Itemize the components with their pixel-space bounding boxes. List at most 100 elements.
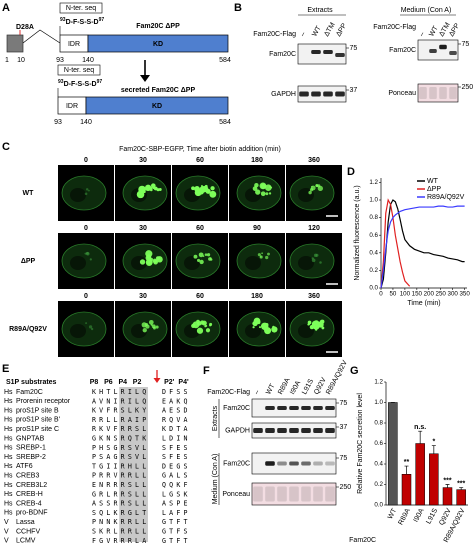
sequence-c: LAFP	[162, 509, 191, 517]
lane-label: ΔTM	[323, 21, 337, 37]
species: Hs	[4, 482, 13, 489]
kd-label: KD	[152, 103, 162, 110]
time-label: 60	[196, 225, 204, 232]
y-tick-label: 1.0	[369, 197, 378, 204]
sequence-n: SKRLRRLL	[92, 528, 149, 536]
marker-label: 75	[340, 455, 348, 462]
golgi-signal	[150, 323, 153, 326]
position-label: 1	[5, 57, 9, 64]
x-tick-label: 100	[400, 291, 411, 298]
golgi-signal	[309, 325, 314, 330]
lane-label: –	[418, 31, 426, 38]
band	[289, 406, 299, 410]
column-label: P4	[118, 379, 127, 386]
x-tick-label: 200	[424, 291, 435, 298]
species: Hs	[4, 435, 13, 442]
y-tick-label: 0.4	[369, 249, 378, 256]
sequence-n: PSAGRSVL	[92, 453, 149, 461]
golgi-signal	[205, 324, 208, 327]
panel-letter: F	[203, 365, 210, 377]
sequence-c: DFSS	[162, 388, 191, 396]
nucleus	[245, 256, 261, 270]
golgi-signal	[156, 256, 163, 263]
panel-letter: G	[350, 365, 359, 377]
y-tick-label: 0.6	[369, 232, 378, 239]
time-label: 60	[196, 157, 204, 164]
sequence-n: PRRVRRLL	[92, 472, 149, 480]
sequence-n: PNNKRRLL	[92, 518, 149, 526]
golgi-signal	[204, 184, 208, 188]
sequence-c: DEGS	[162, 462, 191, 470]
golgi-signal	[311, 185, 313, 188]
golgi-signal	[196, 258, 201, 262]
error-bar	[459, 487, 464, 490]
golgi-signal	[139, 192, 143, 196]
band	[335, 53, 345, 57]
blot-label: Fam20C	[223, 460, 250, 467]
panel-letter: C	[2, 141, 10, 153]
protein-name: secreted Fam20C ΔPP	[121, 87, 196, 94]
golgi-signal	[205, 328, 211, 333]
y-axis-label: Normalized fluorescence (a.u.)	[354, 185, 361, 280]
golgi-signal	[155, 325, 159, 329]
blot	[417, 83, 459, 103]
golgi-signal	[141, 322, 147, 328]
time-label: 30	[139, 225, 147, 232]
band	[277, 406, 287, 410]
error-bar	[445, 484, 450, 488]
seq-start: 93	[60, 17, 66, 23]
sequence-n: SQLKRGLT	[92, 509, 149, 517]
column-label: P2'	[164, 379, 175, 386]
table-heading: S1P substrates	[6, 379, 57, 386]
golgi-signal	[151, 324, 156, 329]
row-label: ΔPP	[21, 258, 36, 265]
golgi-signal	[257, 253, 261, 257]
blot-label: Fam20C	[223, 405, 250, 412]
cleavage-arrowhead	[153, 378, 161, 383]
band	[439, 87, 447, 99]
golgi-signal	[272, 325, 275, 329]
golgi-signal	[196, 321, 202, 326]
sequence-n: RRLLRAIP	[92, 416, 149, 424]
significance-label: *	[432, 438, 435, 445]
band	[313, 461, 323, 466]
golgi-signal	[142, 328, 147, 333]
nucleus	[245, 324, 261, 338]
golgi-signal	[206, 253, 211, 257]
row-label: WT	[23, 190, 35, 197]
sequence-c: EAKQ	[162, 397, 191, 405]
error-bar	[404, 465, 409, 475]
kinase-domain	[87, 34, 229, 53]
n-term-box	[57, 64, 101, 76]
substrate-name: pro-BDNF	[16, 510, 48, 517]
marker-label: 37	[350, 87, 358, 94]
band	[449, 51, 457, 55]
blot	[417, 39, 459, 61]
golgi-signal	[84, 192, 88, 196]
sequence-n: ASSRRSLL	[92, 500, 149, 508]
time-label: 60	[196, 293, 204, 300]
marker-label: 75	[340, 400, 348, 407]
y-tick-label: 0.2	[374, 481, 383, 488]
error-bar	[431, 445, 436, 454]
golgi-signal	[156, 188, 160, 192]
x-tick-label: WT	[387, 507, 399, 521]
sequence-c: KDTA	[162, 425, 191, 433]
species: Hs	[4, 510, 13, 517]
golgi-signal	[252, 321, 258, 326]
band	[439, 44, 447, 50]
blot	[251, 482, 337, 506]
band	[301, 428, 311, 433]
golgi-signal	[89, 258, 92, 261]
substrate-name: Fam20C	[16, 389, 43, 396]
golgi-signal	[193, 254, 198, 259]
blot-heading: Extracts	[307, 7, 333, 14]
kd-label: KD	[153, 41, 163, 48]
golgi-signal	[209, 190, 217, 198]
golgi-signal	[145, 250, 153, 258]
sequence-c: GALS	[162, 472, 191, 480]
lane-label: ΔPP	[335, 22, 348, 38]
substrate-name: CREB3L2	[16, 482, 47, 489]
golgi-signal	[208, 257, 212, 261]
